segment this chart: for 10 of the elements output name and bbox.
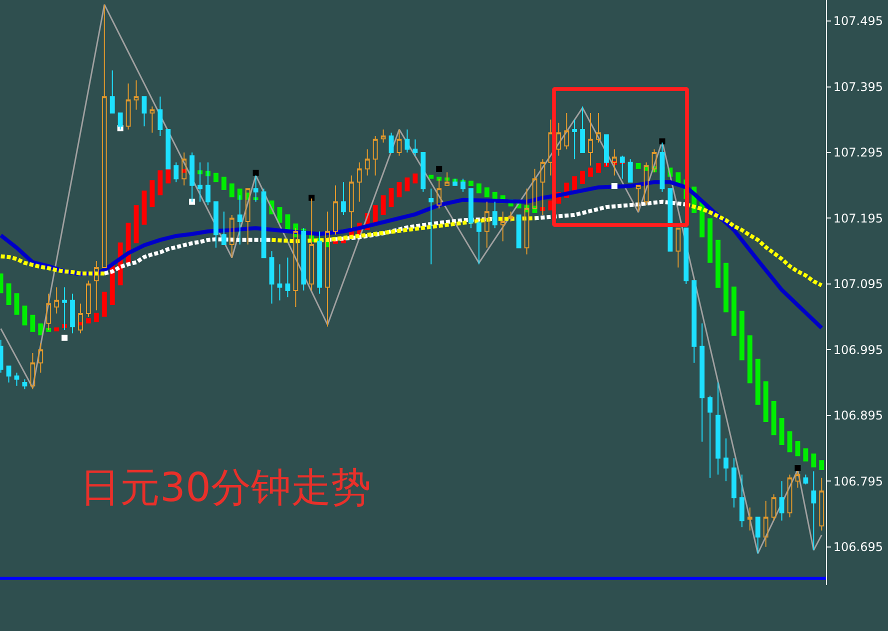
y-tick-label: 107.295 [833,146,884,160]
annotation: 日元30分钟走势 [80,465,371,511]
y-tick-label: 106.995 [833,342,884,357]
y-tick-label: 107.195 [833,211,884,226]
y-tick-label: 106.895 [833,408,884,423]
y-tick-label: 107.395 [833,80,884,94]
y-tick-label: 107.095 [833,277,884,292]
y-tick-label: 106.695 [833,540,884,554]
y-tick-label: 107.495 [833,14,884,28]
y-tick-label: 106.795 [833,474,884,488]
